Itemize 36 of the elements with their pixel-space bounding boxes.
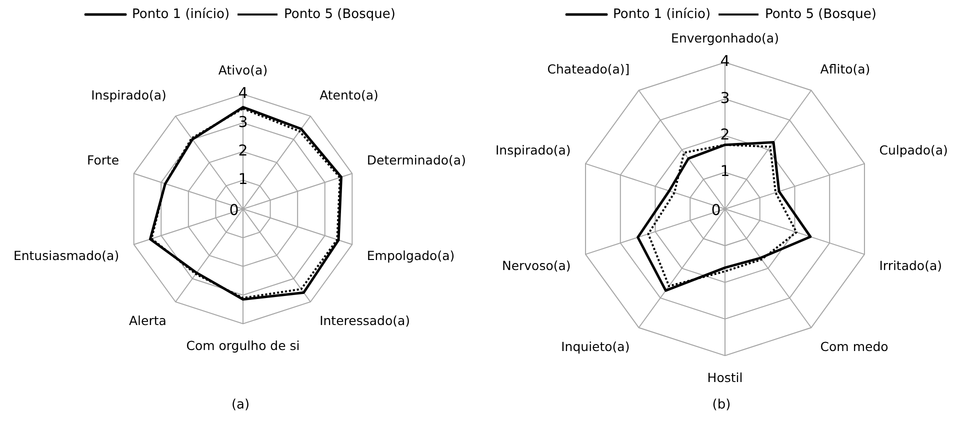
legend-label: Ponto 5 (Bosque) [765, 6, 876, 22]
legend-label: Ponto 1 (início) [613, 6, 711, 22]
spoke-label: Alerta [129, 313, 166, 328]
y-tick-label: 2 [238, 142, 248, 160]
spoke-label: Inspirado(a) [495, 142, 571, 158]
legend-label: Ponto 5 (Bosque) [284, 6, 396, 22]
y-tick-label: 4 [720, 52, 730, 70]
spoke-label: Atento(a) [320, 87, 378, 102]
spoke-label: Nervoso(a) [502, 258, 571, 273]
spoke-label: Forte [86, 152, 120, 168]
spoke-label: Determinado(a) [366, 152, 466, 168]
spoke-label: Inquieto(a) [561, 338, 630, 354]
spoke-label: Com orgulho de si [186, 338, 300, 354]
y-tick-label: 1 [720, 162, 730, 180]
legend-label: Ponto 1 (início) [132, 6, 230, 22]
y-tick-label: 0 [711, 200, 721, 219]
spoke-label: Envergonhado(a) [671, 30, 779, 46]
y-tick-label: 1 [238, 170, 248, 188]
spoke-label: Inspirado(a) [91, 87, 166, 102]
text: (a) [231, 398, 250, 413]
spoke-label: Entusiasmado(a) [13, 248, 120, 264]
spoke-label: Aflito(a) [820, 62, 870, 77]
spoke-label: Hostil [707, 370, 743, 385]
spoke-label: Irritado(a) [879, 258, 942, 273]
y-tick-label: 3 [238, 112, 248, 131]
y-tick-label: 0 [229, 200, 239, 219]
spoke-label: Interessado(a) [320, 313, 410, 328]
y-tick-label: 4 [238, 84, 248, 102]
y-tick-label: 3 [720, 88, 730, 107]
spoke-label: Com medo [820, 338, 888, 354]
text: (b) [712, 398, 731, 413]
spoke-label: Ativo(a) [218, 62, 268, 78]
y-tick-label: 2 [720, 126, 730, 144]
spoke-label: Culpado(a) [879, 142, 948, 158]
spoke-label: Chateado(a)] [547, 62, 630, 77]
spoke-label: Empolgado(a) [366, 248, 455, 264]
